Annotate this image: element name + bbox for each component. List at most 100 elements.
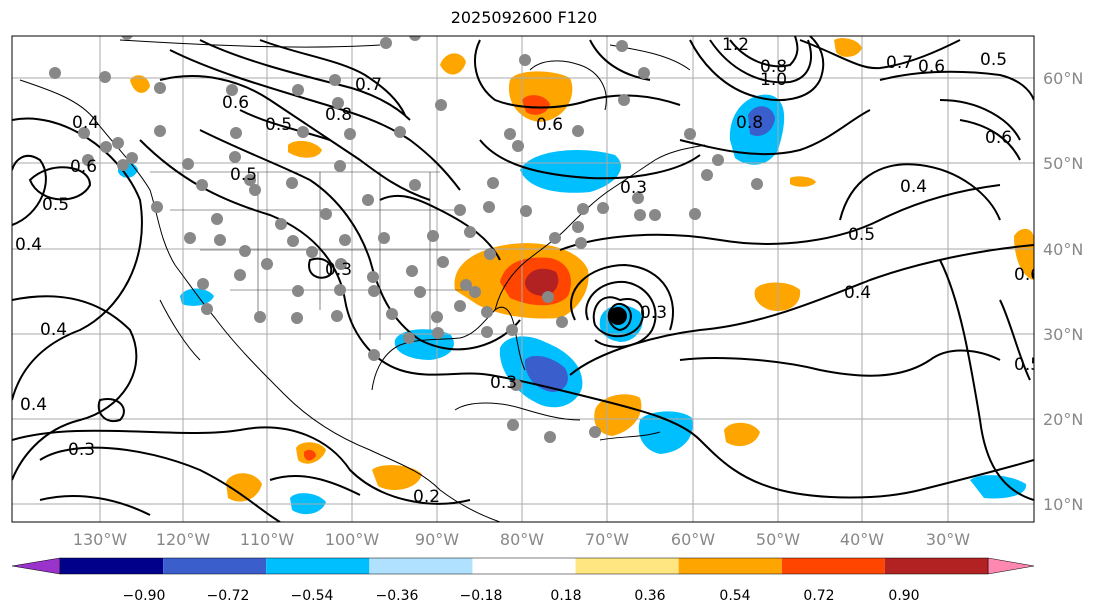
station-markers (49, 36, 763, 443)
colorbar-ticks: −0.90 −0.72 −0.54 −0.36 −0.18 0.18 0.36 … (123, 588, 920, 604)
lon-label: 40°W (840, 530, 884, 549)
political-boundaries (150, 171, 480, 340)
lat-label: 40°N (1043, 240, 1083, 259)
contour-label: 0.2 (413, 487, 440, 507)
lat-label: 10°N (1043, 495, 1083, 514)
lon-label: 50°W (756, 530, 800, 549)
contour-label: 0.8 (736, 113, 763, 133)
contour-label: 0.6 (536, 115, 563, 135)
contour-label: 0.4 (900, 177, 927, 197)
warm-anomaly-rockies (288, 140, 322, 158)
contour-lines (12, 36, 1034, 522)
lon-label: 110°W (240, 530, 295, 549)
contour-label: 0.7 (355, 75, 382, 95)
contour-label: 0.7 (886, 53, 913, 73)
lat-label: 50°N (1043, 154, 1083, 173)
colorbar-tick-label: −0.36 (376, 588, 419, 604)
contour-label: 0.4 (40, 320, 67, 340)
lon-label: 90°W (415, 530, 459, 549)
colorbar-segment (678, 558, 782, 574)
colorbar-segment (781, 558, 885, 574)
contour-label: 0.6 (70, 157, 97, 177)
colorbar-segment (163, 558, 267, 574)
colorbar-segment (884, 558, 988, 574)
cold-anomaly-baja (180, 288, 214, 306)
contour-label: 0.5 (848, 225, 875, 245)
lat-label: 60°N (1043, 69, 1083, 88)
contour-label: 0.6 (1014, 265, 1041, 285)
lon-label: 80°W (500, 530, 544, 549)
colorbar-tick-label: −0.54 (291, 588, 334, 604)
cold-anomaly-bahamas-core (524, 355, 568, 392)
colorbar-high-extend (987, 557, 1035, 575)
warm-anomaly-east-atl (1014, 228, 1034, 280)
contour-label: 0.3 (620, 178, 647, 198)
cold-anomaly-ne-canada (520, 150, 621, 193)
contour-label: 1.2 (722, 35, 749, 55)
contour-label: 0.4 (15, 235, 42, 255)
storm-center-marker (609, 307, 627, 325)
warm-anomaly-trop-atl (724, 422, 760, 447)
colorbar-segment (60, 558, 164, 574)
warm-anomaly-canada (440, 53, 466, 75)
map-area: 0.6 0.5 0.8 0.7 0.6 0.5 0.4 0.5 0.4 0.3 … (12, 35, 1041, 522)
contour-label: 0.4 (72, 113, 99, 133)
colorbar-segment (575, 558, 679, 574)
contour-label: 0.5 (230, 165, 257, 185)
colorbar (11, 557, 1035, 575)
contour-label: 0.3 (640, 303, 667, 323)
colorbar-tick-label: 0.36 (634, 588, 665, 604)
contour-label-layer: 0.6 0.5 0.8 0.7 0.6 0.5 0.4 0.5 0.4 0.3 … (15, 35, 1041, 507)
latitude-labels: 60°N 50°N 40°N 30°N 20°N 10°N (1043, 69, 1083, 514)
warm-anomaly-ne-corner (834, 38, 862, 57)
colorbar-tick-label: −0.90 (123, 588, 166, 604)
warm-anomaly-central-am (372, 465, 422, 490)
contour-label: 0.8 (760, 57, 787, 77)
lon-label: 130°W (73, 530, 128, 549)
contour-label: 0.6 (985, 128, 1012, 148)
contour-label: 0.5 (1014, 355, 1041, 375)
contour-label: 0.3 (325, 260, 352, 280)
warm-anomaly-caribbean (594, 394, 642, 436)
warm-anomaly-nova (790, 176, 816, 187)
colorbar-segment (369, 558, 473, 574)
contour-label: 0.5 (265, 115, 292, 135)
warm-anomaly-central-atl (754, 282, 801, 312)
longitude-labels: 130°W 120°W 110°W 100°W 90°W 80°W 70°W 6… (73, 530, 970, 549)
colorbar-segment (472, 558, 576, 574)
contour-label: 0.4 (20, 395, 47, 415)
warm-anomaly-nw (130, 75, 150, 93)
cold-anomaly-atlantic-ne-core (748, 106, 775, 137)
colorbar-tick-label: 0.54 (719, 588, 750, 604)
cold-anomaly-atl-south (970, 475, 1027, 499)
warm-anomaly-se-us-peak (525, 268, 559, 296)
warm-anomaly-hudson-core (522, 95, 550, 115)
warm-anomaly-mex-pac-core (304, 449, 316, 461)
contour-label: 1.0 (760, 70, 787, 90)
contour-label: 0.8 (325, 105, 352, 125)
warm-anomaly-pacific (226, 473, 262, 502)
lon-label: 60°W (671, 530, 715, 549)
colorbar-tick-label: −0.18 (460, 588, 503, 604)
lon-label: 30°W (926, 530, 970, 549)
colorbar-low-extend (11, 557, 61, 575)
lat-label: 20°N (1043, 410, 1083, 429)
contour-label: 0.4 (844, 283, 871, 303)
colorbar-tick-label: 0.72 (803, 588, 834, 604)
contour-label: 0.5 (980, 50, 1007, 70)
colorbar-frame (59, 557, 989, 575)
contour-label: 0.3 (68, 440, 95, 460)
lon-label: 120°W (156, 530, 211, 549)
contour-label: 0.6 (918, 57, 945, 77)
colorbar-tick-label: −0.72 (207, 588, 250, 604)
contour-label: 0.6 (222, 93, 249, 113)
lat-label: 30°N (1043, 325, 1083, 344)
map-frame (11, 35, 1035, 523)
lon-label: 100°W (325, 530, 380, 549)
contour-label: 0.3 (490, 373, 517, 393)
cold-anomaly-antilles (638, 411, 693, 454)
colorbar-segment (266, 558, 370, 574)
contour-label: 0.5 (42, 195, 69, 215)
colorbar-tick-label: 0.90 (888, 588, 919, 604)
